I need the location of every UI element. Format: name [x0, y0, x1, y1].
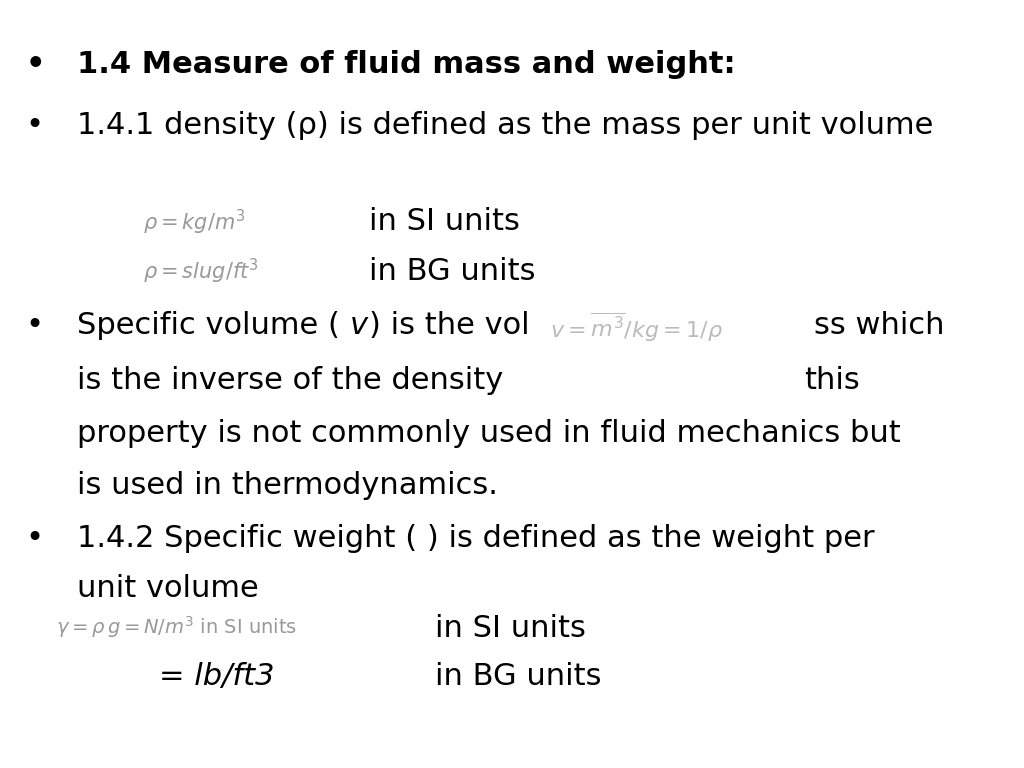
Text: •: • — [26, 50, 45, 79]
Text: $v = \overline{m^3}/kg = 1/\rho$: $v = \overline{m^3}/kg = 1/\rho$ — [550, 311, 723, 344]
Text: this: this — [804, 366, 859, 396]
Text: = lb/ft3: = lb/ft3 — [159, 662, 274, 691]
Text: 1.4.2 Specific weight ( ) is defined as the weight per: 1.4.2 Specific weight ( ) is defined as … — [77, 524, 874, 553]
Text: $\rho = kg/m^3$: $\rho = kg/m^3$ — [143, 207, 246, 237]
Text: property is not commonly used in fluid mechanics but: property is not commonly used in fluid m… — [77, 419, 900, 448]
Text: •: • — [26, 524, 44, 553]
Text: ss which: ss which — [814, 311, 944, 340]
Text: $\rho = slug/ft^3$: $\rho = slug/ft^3$ — [143, 257, 259, 286]
Text: in SI units: in SI units — [369, 207, 519, 237]
Text: in SI units: in SI units — [435, 614, 586, 644]
Text: •: • — [26, 311, 44, 340]
Text: 1.4.1 density (ρ) is defined as the mass per unit volume: 1.4.1 density (ρ) is defined as the mass… — [77, 111, 933, 141]
Text: is used in thermodynamics.: is used in thermodynamics. — [77, 471, 498, 500]
Text: is the inverse of the density: is the inverse of the density — [77, 366, 503, 396]
Text: $\gamma = \rho\, g = N/m^3$ in SI units: $\gamma = \rho\, g = N/m^3$ in SI units — [56, 614, 297, 641]
Text: 1.4 Measure of fluid mass and weight:: 1.4 Measure of fluid mass and weight: — [77, 50, 735, 79]
Text: Specific volume (: Specific volume ( — [77, 311, 349, 340]
Text: in BG units: in BG units — [435, 662, 602, 691]
Text: •: • — [26, 111, 44, 141]
Text: v: v — [350, 311, 369, 340]
Text: unit volume: unit volume — [77, 574, 258, 604]
Text: ) is the vol: ) is the vol — [369, 311, 529, 340]
Text: in BG units: in BG units — [369, 257, 536, 286]
